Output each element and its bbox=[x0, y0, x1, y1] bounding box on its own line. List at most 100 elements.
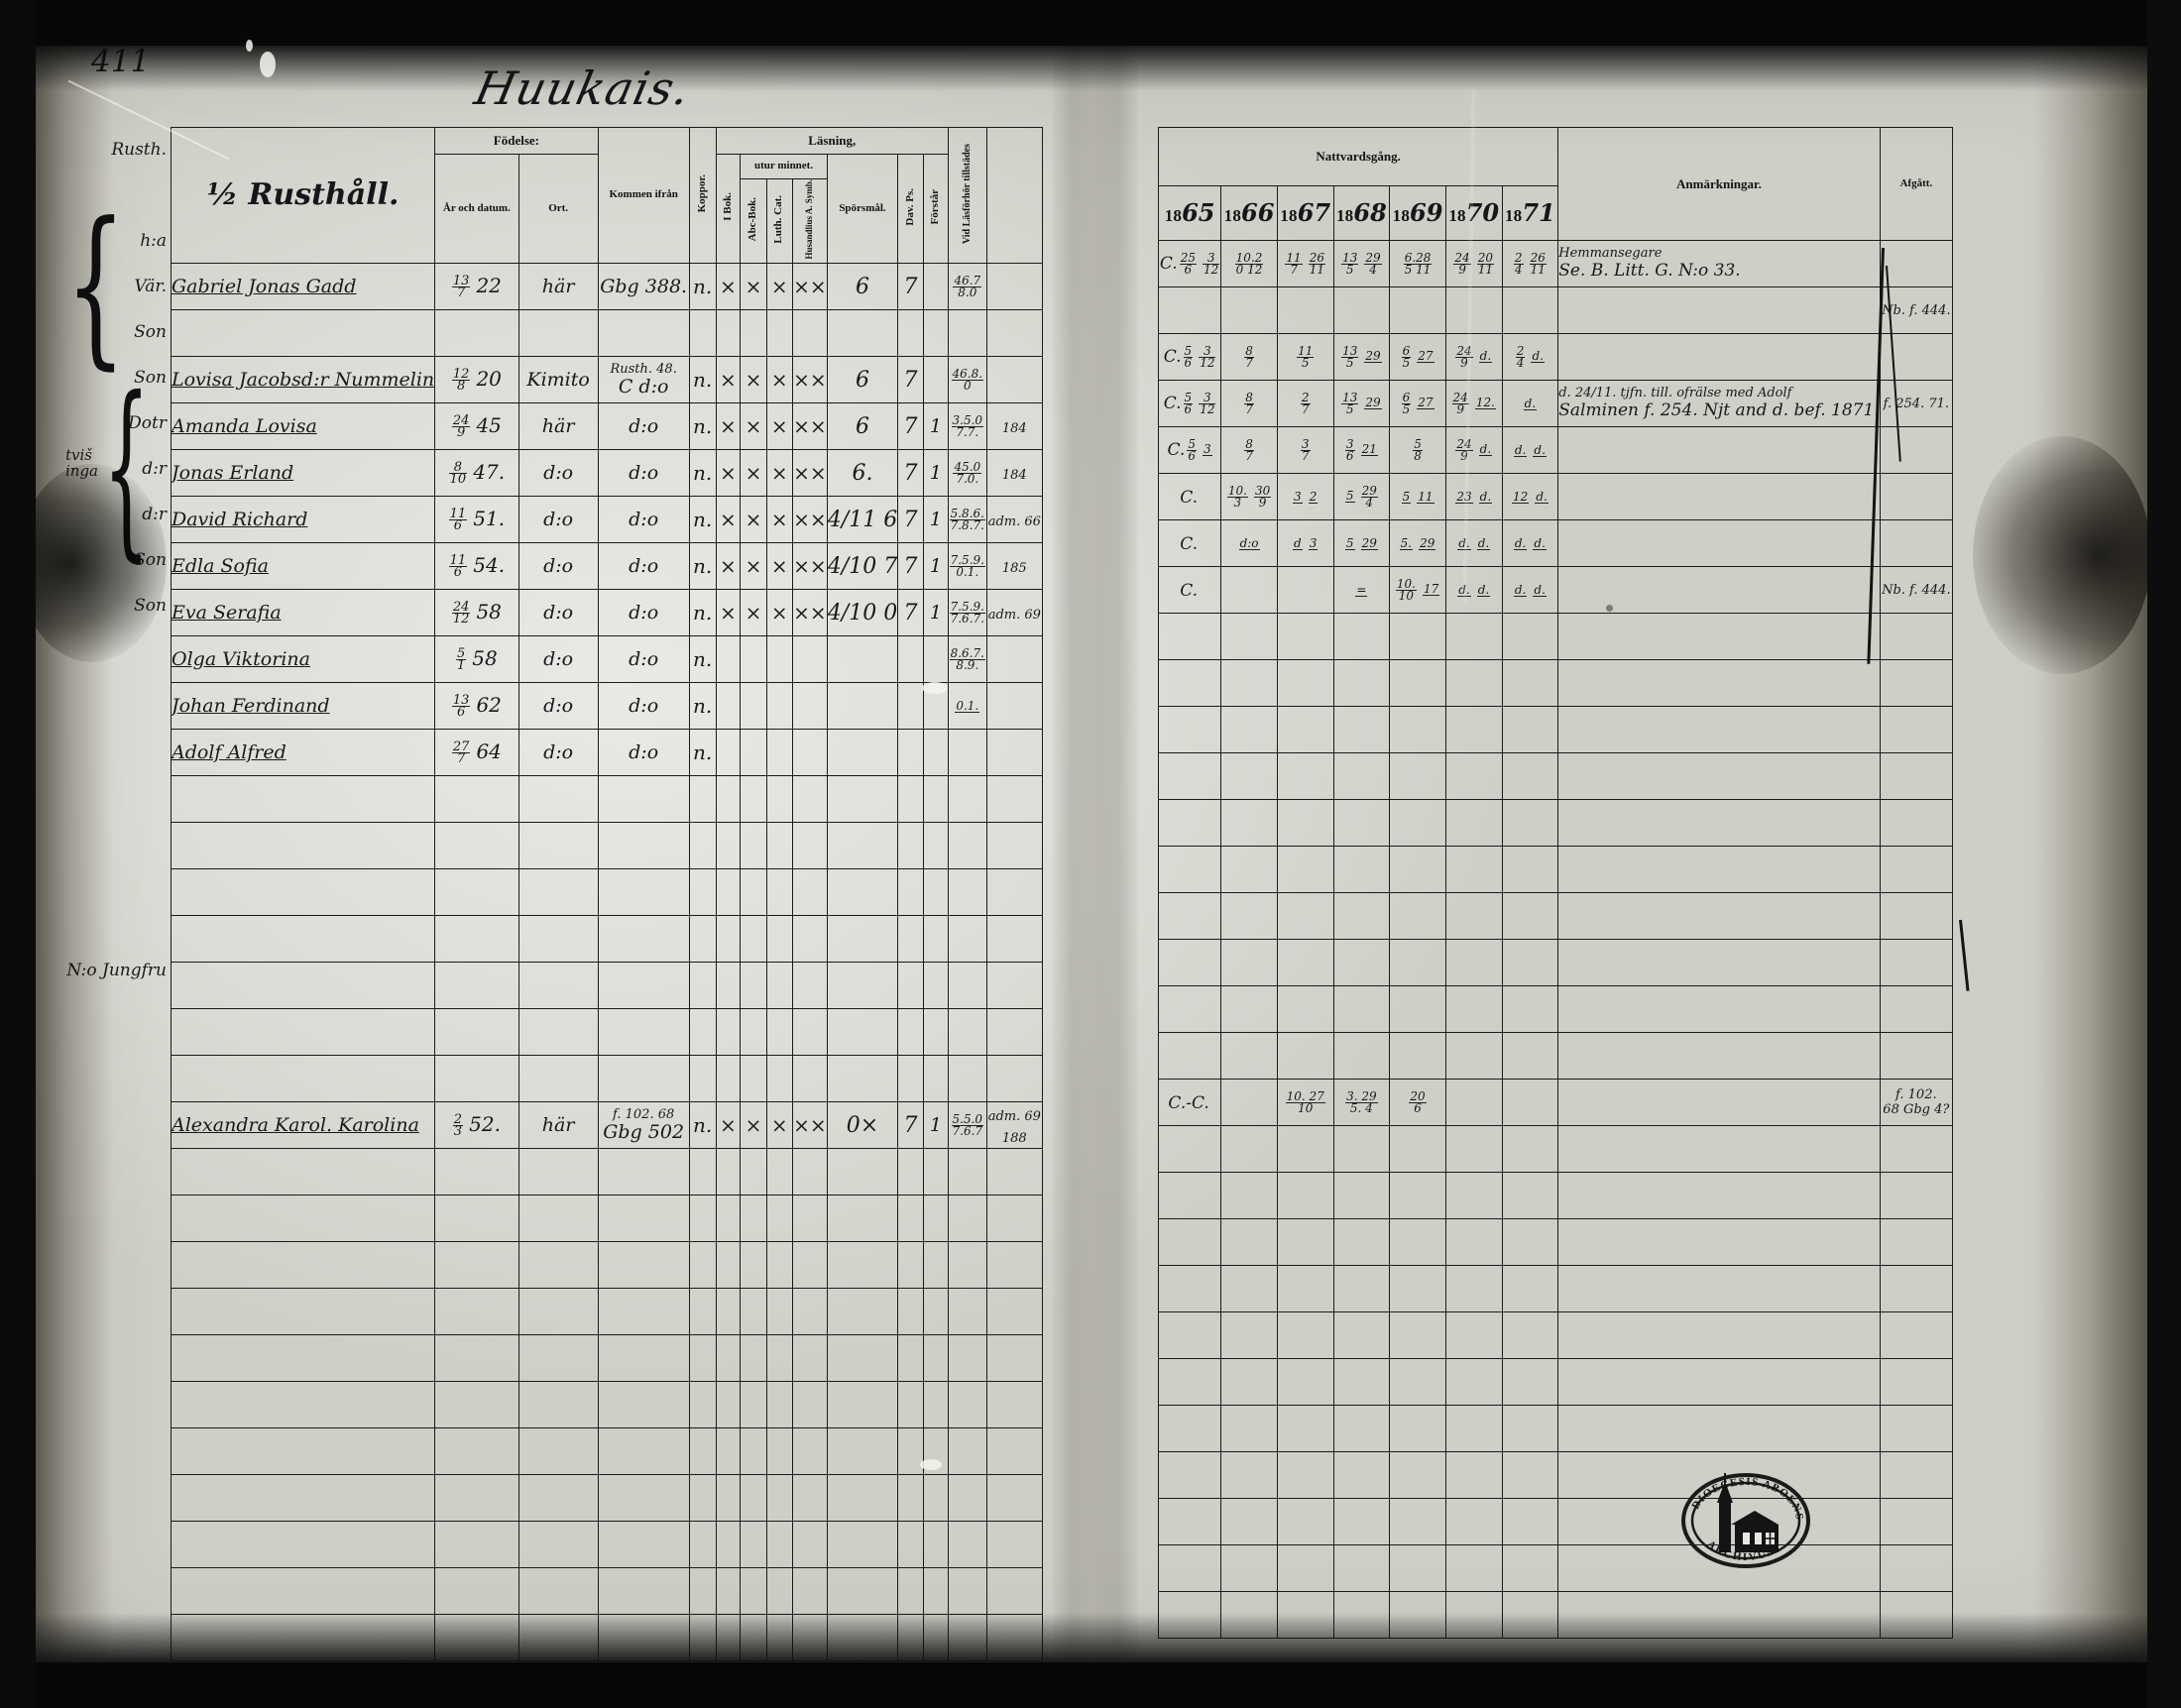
cell-exam-note bbox=[985, 1241, 1044, 1290]
cell-communion-65: C. bbox=[1157, 473, 1222, 520]
cell-smallpox: n. bbox=[688, 729, 717, 777]
cell-departed bbox=[1879, 1311, 1954, 1359]
cell-communion-67: 10. 27 10 bbox=[1276, 1079, 1334, 1126]
cell-remarks bbox=[1557, 706, 1881, 753]
cell-birth-place bbox=[517, 1288, 599, 1336]
cell-communion-68 bbox=[1332, 1451, 1391, 1499]
scan-border-left bbox=[0, 0, 36, 1708]
cell-birth-place bbox=[517, 1241, 599, 1290]
header-departed: Afgått. bbox=[1879, 127, 1954, 241]
cell-husandlius: ×× bbox=[791, 263, 828, 311]
person-name: Olga Viktorina bbox=[172, 648, 310, 671]
cell-communion-70 bbox=[1444, 1218, 1503, 1266]
table-row bbox=[170, 822, 1044, 870]
fraction: 8.6.7. 8.9. bbox=[949, 645, 985, 672]
cell-come-from bbox=[597, 1567, 690, 1616]
cell-communion-65 bbox=[1157, 1218, 1222, 1266]
cell-in-book: × bbox=[715, 449, 742, 498]
cell-exam-note: adm. 69 188 bbox=[985, 1101, 1044, 1150]
cell-birth-place: d:o bbox=[517, 635, 599, 684]
cell-birth-date: 24 12 58 bbox=[434, 589, 519, 637]
cell-come-from bbox=[597, 1427, 690, 1476]
cell-birth-date bbox=[434, 1427, 519, 1476]
cell-in-book bbox=[715, 1195, 742, 1243]
cell-communion-71 bbox=[1501, 752, 1559, 800]
cell-dav-ps: 7 bbox=[897, 589, 924, 637]
cell-communion-70: 24 9 d. bbox=[1444, 333, 1503, 381]
cell-communion-71 bbox=[1501, 846, 1559, 893]
cell-questions: 6. bbox=[826, 449, 899, 498]
cell-communion-70: 23 d. bbox=[1444, 473, 1503, 520]
cell-questions: 4/11 6 bbox=[826, 496, 899, 544]
fraction: 11 bbox=[1417, 489, 1435, 505]
cell-communion-66 bbox=[1220, 1079, 1278, 1126]
cell-communion-70: d. d. bbox=[1444, 566, 1503, 614]
fraction: 27 bbox=[1417, 349, 1435, 364]
cell-communion-66 bbox=[1220, 659, 1278, 707]
cell-questions bbox=[826, 1334, 899, 1383]
cell-communion-65 bbox=[1157, 286, 1222, 334]
cell-communion-65 bbox=[1157, 752, 1222, 800]
cell-abc-book bbox=[740, 1055, 767, 1103]
cell-departed bbox=[1879, 706, 1954, 753]
cell-communion-67 bbox=[1276, 1172, 1334, 1219]
cell-come-from bbox=[597, 1148, 690, 1196]
cell-communion-71: d. bbox=[1501, 380, 1559, 427]
fraction: 10. 27 10 bbox=[1285, 1088, 1325, 1115]
cell-husandlius bbox=[791, 822, 828, 870]
cell-communion-68: 13 5 29 4 bbox=[1332, 240, 1391, 287]
cell-communion-66 bbox=[1220, 1032, 1278, 1080]
cell-communion-69 bbox=[1389, 1498, 1446, 1545]
cell-at-examination bbox=[948, 1427, 987, 1476]
cell-remarks bbox=[1557, 752, 1881, 800]
cell-communion-70 bbox=[1444, 286, 1503, 334]
cell-abc-book bbox=[740, 1241, 767, 1290]
table-row bbox=[1157, 1172, 1954, 1219]
cell-remarks bbox=[1557, 519, 1881, 567]
paper-speck-4 bbox=[920, 1459, 942, 1470]
fraction: 5 bbox=[1344, 535, 1355, 551]
cell-name bbox=[170, 1148, 436, 1196]
cell-abc-book bbox=[740, 822, 767, 870]
cell-communion-68: 5 29 bbox=[1332, 519, 1391, 567]
cell-smallpox: n. bbox=[688, 589, 717, 637]
cell-communion-71 bbox=[1501, 1405, 1559, 1452]
cell-come-from bbox=[597, 1474, 690, 1523]
cell-communion-66 bbox=[1220, 1218, 1278, 1266]
communion-prefix: C. bbox=[1167, 440, 1186, 461]
cell-communion-65 bbox=[1157, 1032, 1222, 1080]
cell-husandlius bbox=[791, 775, 828, 824]
cell-smallpox: n. bbox=[688, 635, 717, 684]
cell-husandlius bbox=[791, 868, 828, 917]
cell-abc-book: × bbox=[740, 589, 767, 637]
cell-understands bbox=[922, 868, 950, 917]
cell-communion-71 bbox=[1501, 613, 1559, 660]
cell-birth-place bbox=[517, 868, 599, 917]
header-understands: Förstår bbox=[922, 153, 950, 265]
cell-remarks bbox=[1557, 286, 1881, 334]
cell-communion-66 bbox=[1220, 1265, 1278, 1312]
header-in-book: I Bok. bbox=[715, 153, 742, 265]
cell-come-from: f. 102. 68 Gbg 502 bbox=[597, 1101, 690, 1150]
cell-at-examination bbox=[948, 775, 987, 824]
cell-questions: 4/10 7 bbox=[826, 542, 899, 591]
fraction: d. bbox=[1476, 535, 1491, 551]
table-row bbox=[1157, 1451, 1954, 1499]
fraction: 11 7 bbox=[1285, 250, 1303, 277]
cell-communion-66 bbox=[1220, 1451, 1278, 1499]
header-abc-book: Abc-Bok. bbox=[740, 177, 767, 265]
cell-questions bbox=[826, 1427, 899, 1476]
fraction: 29 bbox=[1360, 535, 1378, 551]
cell-at-examination: 46.7 8.0 bbox=[948, 263, 987, 311]
cell-dav-ps bbox=[897, 1008, 924, 1057]
cell-dav-ps bbox=[897, 1055, 924, 1103]
table-row bbox=[1157, 799, 1954, 847]
table-row: Amanda Lovisa 24 9 45 här d:o n. × × × ×× 6 7 1 3.5.0… bbox=[170, 402, 1044, 451]
cell-communion-68 bbox=[1332, 613, 1391, 660]
